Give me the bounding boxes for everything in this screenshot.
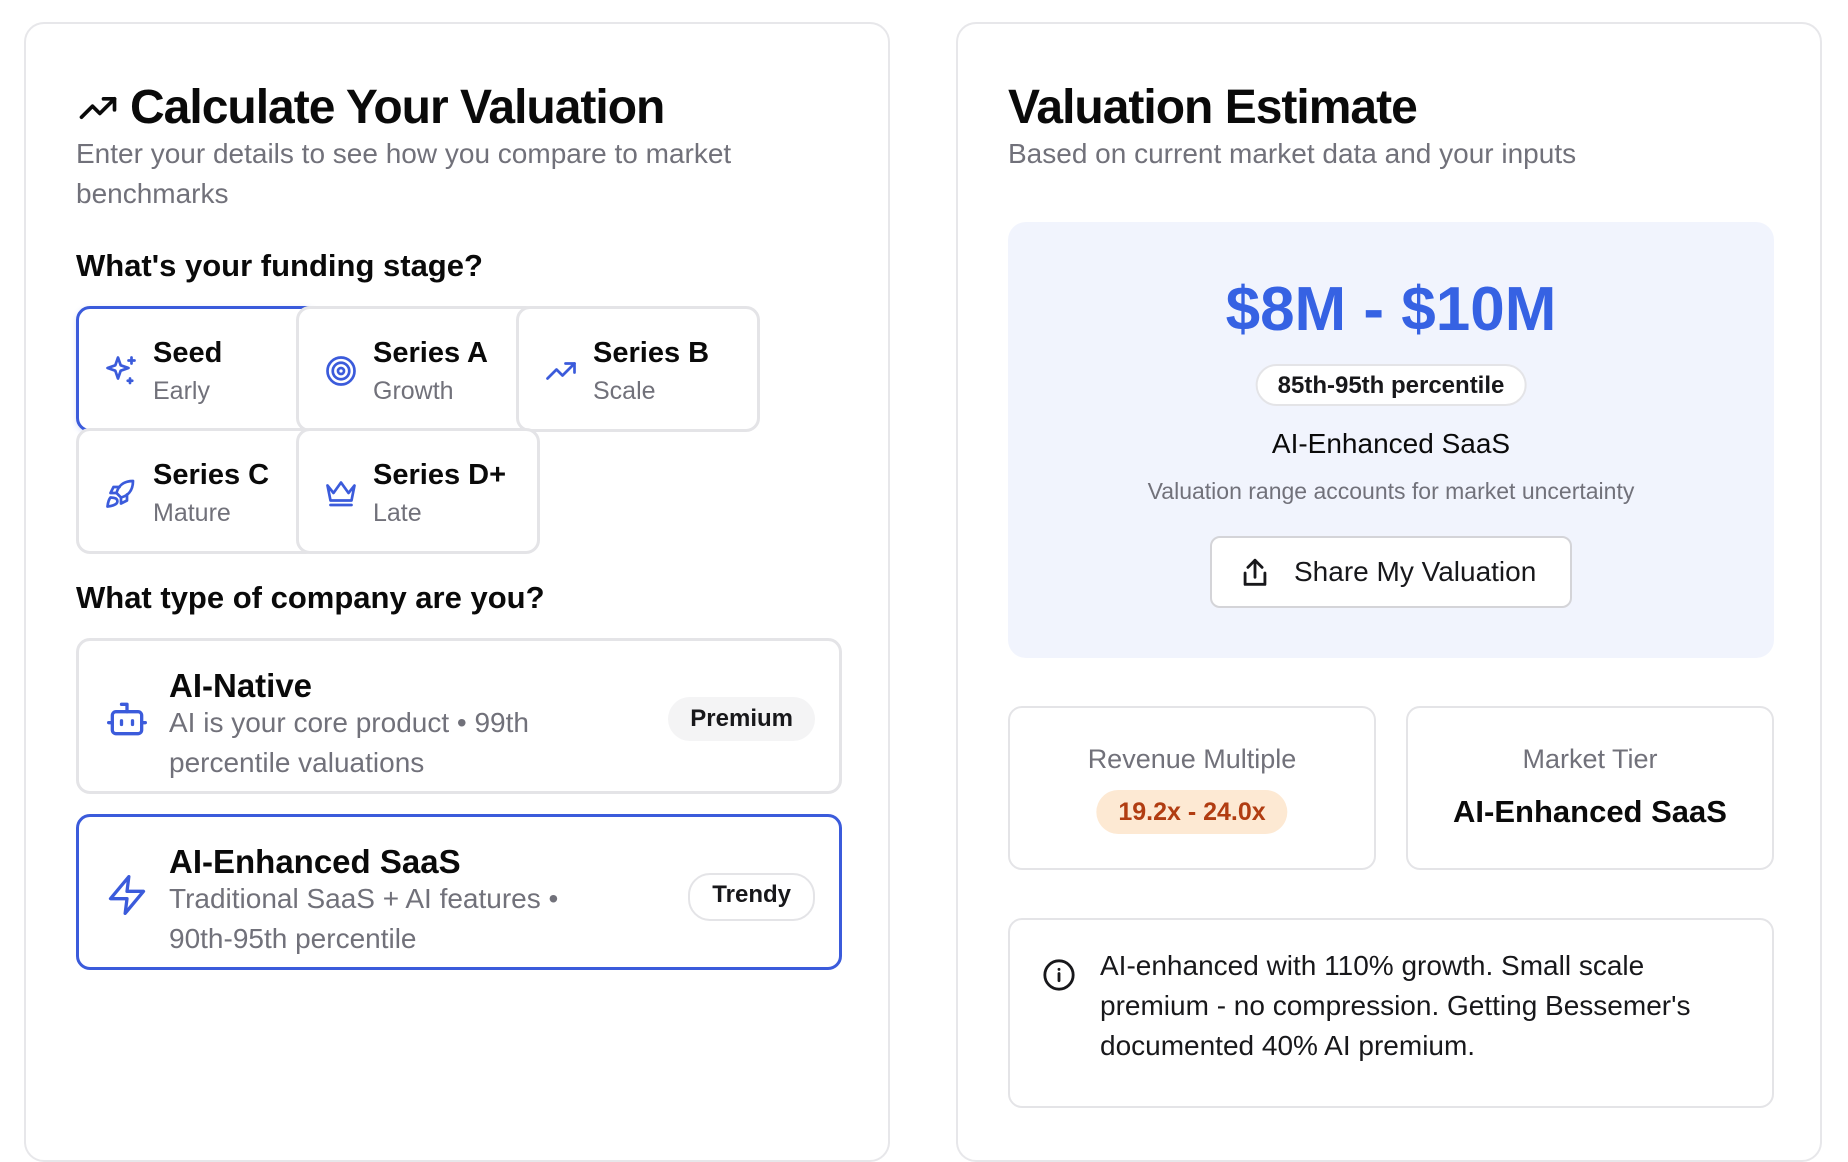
estimate-note: Valuation range accounts for market unce… bbox=[1147, 478, 1635, 504]
estimate-company-type: AI-Enhanced SaaS bbox=[1271, 428, 1511, 459]
stage-option-seed[interactable]: Seed Early bbox=[76, 306, 320, 432]
sparkles-icon bbox=[106, 356, 136, 385]
company-type-name: AI-Native bbox=[169, 667, 313, 704]
share-button-label: Share My Valuation bbox=[1294, 556, 1537, 587]
valuation-summary: $8M - $10M 85th-95th percentile AI-Enhan… bbox=[1008, 222, 1774, 658]
share-valuation-button[interactable]: Share My Valuation bbox=[1210, 536, 1572, 608]
premium-badge: Premium bbox=[668, 697, 815, 741]
info-text: AI-enhanced with 110% growth. Small scal… bbox=[1100, 950, 1691, 1061]
info-icon bbox=[1043, 959, 1075, 991]
stage-name: Series B bbox=[593, 337, 710, 369]
bot-icon bbox=[107, 702, 147, 736]
estimate-title: Valuation Estimate bbox=[1008, 81, 1418, 134]
company-type-desc: AI is your core product • 99th percentil… bbox=[169, 707, 529, 778]
company-type-name: AI-Enhanced SaaS bbox=[169, 843, 461, 880]
stage-option-series-d-plus[interactable]: Series D+ Late bbox=[296, 428, 540, 554]
stage-desc: Late bbox=[373, 499, 422, 527]
estimate-subtitle: Based on current market data and your in… bbox=[1008, 138, 1577, 169]
market-tier-card: Market Tier AI-Enhanced SaaS bbox=[1406, 706, 1774, 870]
stage-name: Series C bbox=[153, 459, 270, 491]
info-callout: AI-enhanced with 110% growth. Small scal… bbox=[1008, 918, 1774, 1108]
estimate-card: Valuation Estimate Based on current mark… bbox=[956, 22, 1822, 1162]
rocket-icon bbox=[106, 479, 135, 508]
company-type-ai-enhanced-saas[interactable]: AI-Enhanced SaaS Traditional SaaS + AI f… bbox=[76, 814, 842, 970]
stage-name: Series A bbox=[373, 337, 488, 369]
stage-option-series-b[interactable]: Series B Scale bbox=[516, 306, 760, 432]
percentile-badge: 85th-95th percentile bbox=[1255, 364, 1527, 406]
company-type-ai-native[interactable]: AI-Native AI is your core product • 99th… bbox=[76, 638, 842, 794]
funding-stage-question: What's your funding stage? bbox=[76, 248, 483, 283]
stage-desc: Scale bbox=[593, 377, 656, 405]
calculator-card: Calculate Your Valuation Enter your deta… bbox=[24, 22, 890, 1162]
stage-name: Seed bbox=[153, 337, 223, 369]
stage-name: Series D+ bbox=[373, 459, 507, 491]
crown-icon bbox=[326, 481, 356, 507]
calculator-subtitle: Enter your details to see how you compar… bbox=[76, 138, 732, 209]
company-type-desc: Traditional SaaS + AI features • 90th-95… bbox=[169, 883, 559, 954]
valuation-range: $8M - $10M bbox=[1225, 275, 1557, 344]
trending-up-icon bbox=[546, 362, 576, 380]
market-tier-value: AI-Enhanced SaaS bbox=[1453, 794, 1727, 829]
revenue-multiple-value: 19.2x - 24.0x bbox=[1096, 790, 1288, 834]
company-type-question: What type of company are you? bbox=[76, 580, 545, 615]
revenue-multiple-card: Revenue Multiple 19.2x - 24.0x bbox=[1008, 706, 1376, 870]
stage-option-series-c[interactable]: Series C Mature bbox=[76, 428, 320, 554]
target-icon bbox=[326, 356, 356, 386]
market-tier-label: Market Tier bbox=[1522, 744, 1658, 774]
stage-option-series-a[interactable]: Series A Growth bbox=[296, 306, 540, 432]
stage-desc: Growth bbox=[373, 377, 454, 405]
share-icon bbox=[1243, 558, 1267, 586]
calculator-title: Calculate Your Valuation bbox=[130, 81, 665, 134]
trendy-badge: Trendy bbox=[688, 873, 815, 921]
stage-desc: Early bbox=[153, 377, 210, 405]
stage-desc: Mature bbox=[153, 499, 231, 527]
zap-icon bbox=[108, 875, 146, 915]
revenue-multiple-label: Revenue Multiple bbox=[1087, 744, 1297, 774]
trending-up-icon bbox=[79, 97, 117, 119]
